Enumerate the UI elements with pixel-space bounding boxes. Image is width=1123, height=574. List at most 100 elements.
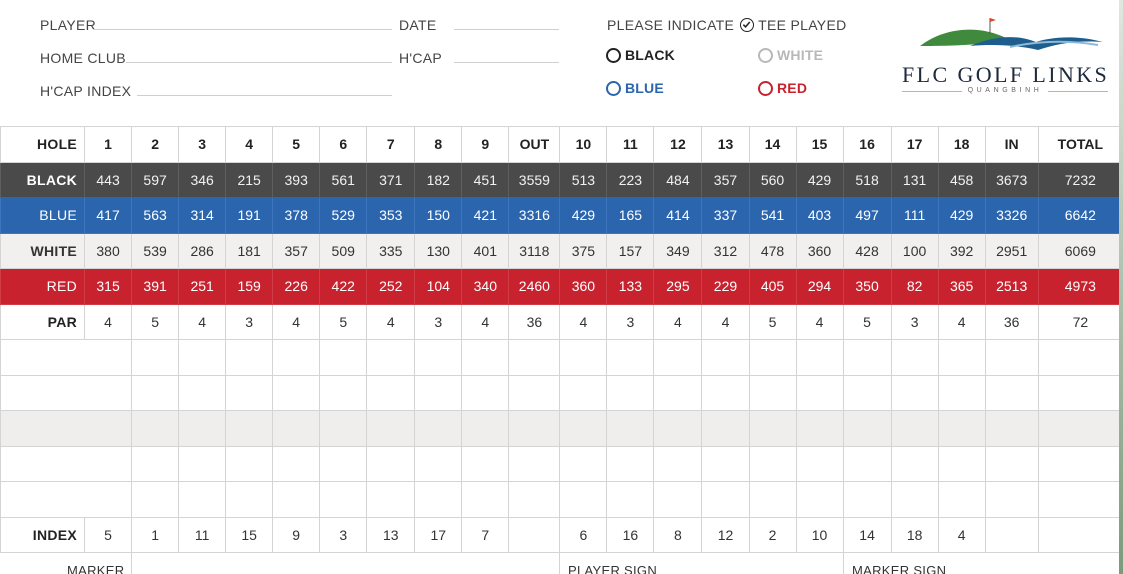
score-input-cell[interactable] xyxy=(842,481,892,518)
score-input-cell[interactable] xyxy=(890,374,939,411)
score-input-cell[interactable] xyxy=(461,410,510,447)
score-input-cell[interactable] xyxy=(984,374,1039,411)
score-input-cell[interactable] xyxy=(842,374,892,411)
score-input-cell[interactable] xyxy=(508,481,561,518)
score-input-cell[interactable] xyxy=(653,445,703,482)
score-input-cell[interactable] xyxy=(842,339,892,376)
score-input-cell[interactable] xyxy=(653,481,703,518)
score-input-cell[interactable] xyxy=(606,374,655,411)
score-input-cell[interactable] xyxy=(84,410,133,447)
score-input-cell[interactable] xyxy=(984,445,1039,482)
home-club-field[interactable] xyxy=(126,62,392,63)
score-input-cell[interactable] xyxy=(178,410,227,447)
score-input-cell[interactable] xyxy=(178,445,227,482)
score-input-cell[interactable] xyxy=(606,339,655,376)
score-input-cell[interactable] xyxy=(461,374,510,411)
score-input-cell[interactable] xyxy=(131,481,180,518)
score-input-cell[interactable] xyxy=(748,374,797,411)
score-input-cell[interactable] xyxy=(461,339,510,376)
score-input-cell[interactable] xyxy=(225,339,274,376)
score-input-cell[interactable] xyxy=(795,374,844,411)
score-input-cell[interactable] xyxy=(414,374,463,411)
score-input-cell[interactable] xyxy=(319,410,368,447)
score-input-cell[interactable] xyxy=(461,481,510,518)
score-input-cell[interactable] xyxy=(937,481,986,518)
score-input-cell[interactable] xyxy=(890,481,939,518)
score-input-cell[interactable] xyxy=(366,481,416,518)
score-input-cell[interactable] xyxy=(414,339,463,376)
score-input-cell[interactable] xyxy=(701,339,750,376)
score-input-cell[interactable] xyxy=(319,374,368,411)
score-input-cell[interactable] xyxy=(795,410,844,447)
hcap-field[interactable] xyxy=(454,62,559,63)
score-input-cell[interactable] xyxy=(272,481,321,518)
score-input-cell[interactable] xyxy=(131,339,180,376)
score-input-cell[interactable] xyxy=(414,481,463,518)
score-input-cell[interactable] xyxy=(701,374,750,411)
score-input-cell[interactable] xyxy=(890,445,939,482)
score-input-cell[interactable] xyxy=(1037,445,1123,482)
score-input-cell[interactable] xyxy=(225,374,274,411)
score-input-cell[interactable] xyxy=(748,339,797,376)
score-input-cell[interactable] xyxy=(795,339,844,376)
score-input-cell[interactable] xyxy=(178,481,227,518)
score-input-cell[interactable] xyxy=(414,445,463,482)
score-input-cell[interactable] xyxy=(653,410,703,447)
score-input-cell[interactable] xyxy=(131,374,180,411)
score-input-cell[interactable] xyxy=(795,481,844,518)
score-input-cell[interactable] xyxy=(272,445,321,482)
score-input-cell[interactable] xyxy=(701,410,750,447)
score-input-cell[interactable] xyxy=(84,445,133,482)
date-field[interactable] xyxy=(454,29,559,30)
score-input-cell[interactable] xyxy=(890,339,939,376)
score-input-cell[interactable] xyxy=(748,445,797,482)
score-input-cell[interactable] xyxy=(508,339,561,376)
score-input-cell[interactable] xyxy=(319,481,368,518)
score-input-cell[interactable] xyxy=(131,445,180,482)
score-input-cell[interactable] xyxy=(461,445,510,482)
score-input-cell[interactable] xyxy=(937,374,986,411)
score-input-cell[interactable] xyxy=(319,339,368,376)
score-input-cell[interactable] xyxy=(937,410,986,447)
score-input-cell[interactable] xyxy=(84,481,133,518)
score-input-cell[interactable] xyxy=(225,410,274,447)
score-input-cell[interactable] xyxy=(508,374,561,411)
score-input-cell[interactable] xyxy=(653,374,703,411)
score-input-cell[interactable] xyxy=(890,410,939,447)
score-input-cell[interactable] xyxy=(414,410,463,447)
score-input-cell[interactable] xyxy=(984,339,1039,376)
score-input-cell[interactable] xyxy=(795,445,844,482)
score-input-cell[interactable] xyxy=(559,445,608,482)
score-input-cell[interactable] xyxy=(272,410,321,447)
score-input-cell[interactable] xyxy=(272,339,321,376)
tee-option-white[interactable]: WHITE xyxy=(758,47,823,63)
score-input-cell[interactable] xyxy=(178,339,227,376)
score-input-cell[interactable] xyxy=(1037,481,1123,518)
score-input-cell[interactable] xyxy=(748,410,797,447)
score-input-cell[interactable] xyxy=(937,445,986,482)
score-input-cell[interactable] xyxy=(748,481,797,518)
score-input-cell[interactable] xyxy=(653,339,703,376)
score-input-cell[interactable] xyxy=(366,445,416,482)
score-input-cell[interactable] xyxy=(606,410,655,447)
score-input-cell[interactable] xyxy=(366,339,416,376)
tee-option-blue[interactable]: BLUE xyxy=(606,80,664,96)
score-input-cell[interactable] xyxy=(508,410,561,447)
score-input-cell[interactable] xyxy=(225,481,274,518)
tee-option-black[interactable]: BLACK xyxy=(606,47,675,63)
score-input-cell[interactable] xyxy=(842,410,892,447)
score-input-cell[interactable] xyxy=(606,481,655,518)
score-input-cell[interactable] xyxy=(131,410,180,447)
tee-option-red[interactable]: RED xyxy=(758,80,807,96)
score-input-cell[interactable] xyxy=(559,481,608,518)
score-input-cell[interactable] xyxy=(984,481,1039,518)
score-input-cell[interactable] xyxy=(178,374,227,411)
score-input-cell[interactable] xyxy=(1037,339,1123,376)
score-input-cell[interactable] xyxy=(559,410,608,447)
score-input-cell[interactable] xyxy=(701,445,750,482)
score-input-cell[interactable] xyxy=(319,445,368,482)
score-input-cell[interactable] xyxy=(559,339,608,376)
hcap-index-field[interactable] xyxy=(137,95,392,96)
score-input-cell[interactable] xyxy=(84,374,133,411)
score-input-cell[interactable] xyxy=(84,339,133,376)
